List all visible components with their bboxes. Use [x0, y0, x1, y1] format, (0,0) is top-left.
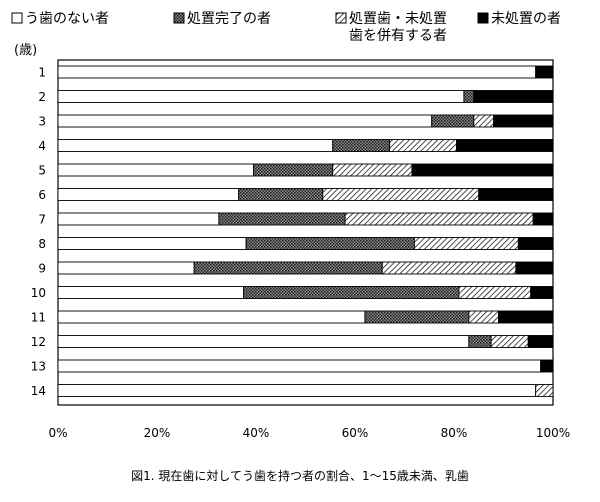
category-label: 6: [38, 188, 46, 202]
category-label: 10: [31, 286, 46, 300]
bar-segment-treated-age-11: [364, 310, 470, 324]
bar-segment-untreated-age-2: [473, 90, 554, 103]
category-label: 8: [38, 237, 46, 251]
figure-caption: 図1. 現在歯に対してう歯を持つ者の割合、1～15歳未満、乳歯: [131, 468, 469, 483]
bar-segment-none-age-4: [57, 139, 334, 152]
bar-segment-untreated-age-11: [498, 310, 554, 324]
bar-segment-untreated-age-6: [478, 188, 554, 201]
bar-segment-mixed-age-9: [381, 261, 517, 275]
bar-segment-untreated-age-5: [411, 163, 554, 177]
bar-segment-none-age-11: [57, 310, 366, 324]
bar-segment-untreated-age-4: [456, 139, 554, 152]
bar-segment-mixed-age-7: [344, 212, 534, 226]
bar-segment-untreated-age-9: [515, 261, 554, 275]
bar-segment-none-age-10: [57, 286, 245, 299]
bar-segment-treated-age-3: [431, 114, 475, 128]
bar-segment-mixed-age-6: [322, 188, 480, 201]
category-label: 3: [38, 115, 46, 129]
bar-segment-treated-age-8: [245, 237, 415, 250]
legend-label-none: う歯のない者: [25, 11, 109, 27]
legend-label-untreated: 未処置の者: [491, 11, 561, 27]
category-label: 12: [31, 335, 46, 349]
legend-swatch-mixed: [335, 12, 347, 24]
bar-segment-mixed-age-12: [490, 335, 529, 348]
legend-label-mixed: 処置歯・未処置: [349, 11, 447, 27]
plot-area: [57, 59, 554, 406]
category-label: 1: [38, 66, 46, 80]
bar-segment-mixed-age-3: [473, 114, 495, 128]
bar-segment-treated-age-2: [463, 90, 475, 103]
bar-segment-treated-age-6: [238, 188, 324, 201]
bar-segment-mixed-age-14: [535, 384, 554, 397]
bar-segment-none-age-12: [57, 335, 470, 348]
bar-segment-none-age-2: [57, 90, 465, 103]
y-axis-unit-label: (歳): [14, 43, 37, 58]
bar-segment-mixed-age-5: [332, 163, 413, 177]
legend-swatch-untreated: [477, 12, 489, 24]
bar-segment-mixed-age-10: [458, 286, 532, 299]
bar-segment-none-age-8: [57, 237, 247, 250]
bar-segment-treated-age-12: [468, 335, 492, 348]
x-tick-label: 80%: [441, 426, 468, 440]
x-axis-tick-labels: 0% 20% 40% 60% 80% 100%: [48, 426, 570, 440]
x-tick-label: 100%: [536, 426, 570, 440]
legend-swatch-none: [11, 12, 23, 24]
bar-segment-none-age-5: [57, 163, 254, 177]
legend-label-treated: 処置完了の者: [187, 11, 271, 27]
bar-segment-untreated-age-8: [517, 237, 554, 250]
bar-segment-untreated-age-3: [493, 114, 554, 128]
x-tick-label: 60%: [342, 426, 369, 440]
category-label: 4: [38, 139, 46, 153]
bar-segment-none-age-7: [57, 212, 220, 226]
x-tick-label: 0%: [48, 426, 67, 440]
bar-segment-none-age-9: [57, 261, 195, 275]
bar-segment-untreated-age-1: [535, 65, 554, 79]
bar-segment-treated-age-7: [218, 212, 346, 226]
bar-segment-none-age-3: [57, 114, 433, 128]
category-label: 13: [31, 360, 46, 374]
category-label: 9: [38, 262, 46, 276]
bar-segment-treated-age-10: [243, 286, 460, 299]
category-label: 14: [31, 384, 46, 398]
bar-segment-mixed-age-8: [413, 237, 519, 250]
category-label: 5: [38, 164, 46, 178]
bar-segment-untreated-age-10: [530, 286, 554, 299]
category-label: 7: [38, 213, 46, 227]
bar-segment-none-age-13: [57, 359, 542, 373]
plot-frame: [57, 59, 554, 406]
legend-label-mixed: 歯を併有する者: [349, 28, 447, 44]
x-tick-label: 20%: [144, 426, 171, 440]
bar-segment-treated-age-5: [253, 163, 334, 177]
bar-segment-none-age-14: [57, 384, 537, 397]
bar-segment-mixed-age-11: [468, 310, 500, 324]
category-label: 2: [38, 90, 46, 104]
legend-swatch-treated: [173, 12, 185, 24]
bar-segment-treated-age-9: [193, 261, 383, 275]
bar-segment-none-age-6: [57, 188, 240, 201]
bar-segment-none-age-1: [57, 65, 537, 79]
bar-segment-untreated-age-7: [532, 212, 554, 226]
x-tick-label: 40%: [243, 426, 270, 440]
bar-segment-untreated-age-13: [540, 359, 554, 373]
bar-segment-mixed-age-4: [389, 139, 457, 152]
bar-segment-untreated-age-12: [527, 335, 554, 348]
bar-segment-treated-age-4: [332, 139, 391, 152]
category-label: 11: [31, 311, 46, 325]
